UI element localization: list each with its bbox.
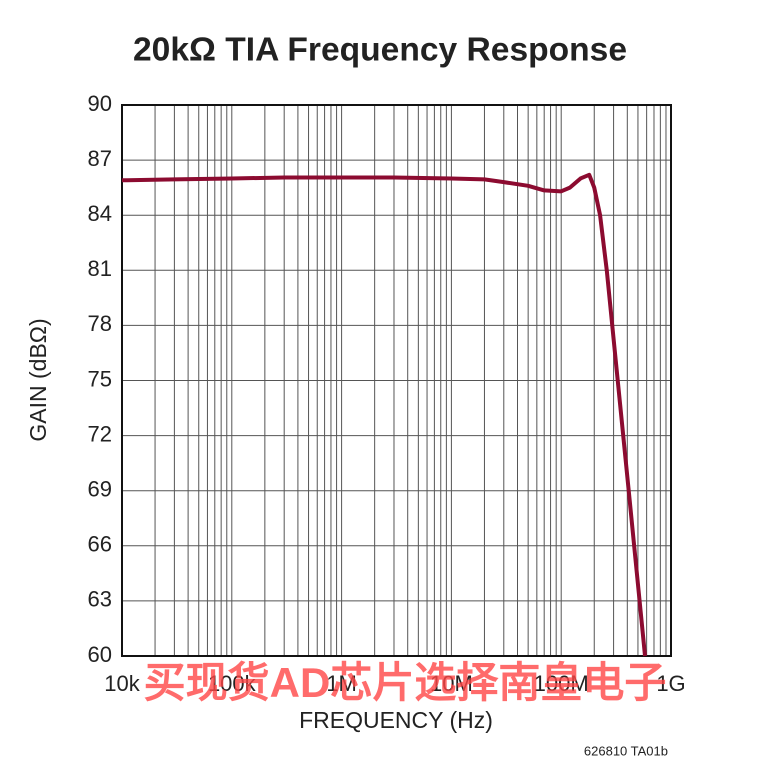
y-tick-label: 75 xyxy=(88,366,112,391)
data-line xyxy=(121,172,648,657)
y-tick-label: 90 xyxy=(88,91,112,116)
x-tick-label: 10k xyxy=(104,671,140,696)
y-axis-label: GAIN (dBΩ) xyxy=(25,318,51,441)
y-tick-label: 63 xyxy=(88,587,112,612)
y-tick-label: 72 xyxy=(88,421,112,446)
plot-area: 10k 100k 1M 10M 100M 1G 60 63 66 69 72 75 78 81 84 87 90 xyxy=(88,91,686,696)
chart-title: 20kΩ TIA Frequency Response xyxy=(133,31,627,68)
y-tick-label: 81 xyxy=(88,256,112,281)
figure-note: 626810 TA01b xyxy=(584,743,668,758)
x-tick-label: 100M xyxy=(534,671,589,696)
x-tick-label: 1G xyxy=(656,671,685,696)
x-tick-label: 10M xyxy=(430,671,473,696)
y-tick-label: 60 xyxy=(88,642,112,667)
x-axis-label: FREQUENCY (Hz) xyxy=(299,707,493,733)
y-tick-label: 87 xyxy=(88,146,112,171)
x-tick-label: 1M xyxy=(326,671,357,696)
y-tick-label: 84 xyxy=(88,201,112,226)
plot-frame xyxy=(121,104,672,657)
x-tick-label: 100k xyxy=(208,671,257,696)
y-tick-label: 69 xyxy=(88,477,112,502)
y-tick-label: 78 xyxy=(88,311,112,336)
y-tick-label: 66 xyxy=(88,532,112,557)
watermark: 买现货AD芯片选择南皇电子 xyxy=(144,659,667,706)
